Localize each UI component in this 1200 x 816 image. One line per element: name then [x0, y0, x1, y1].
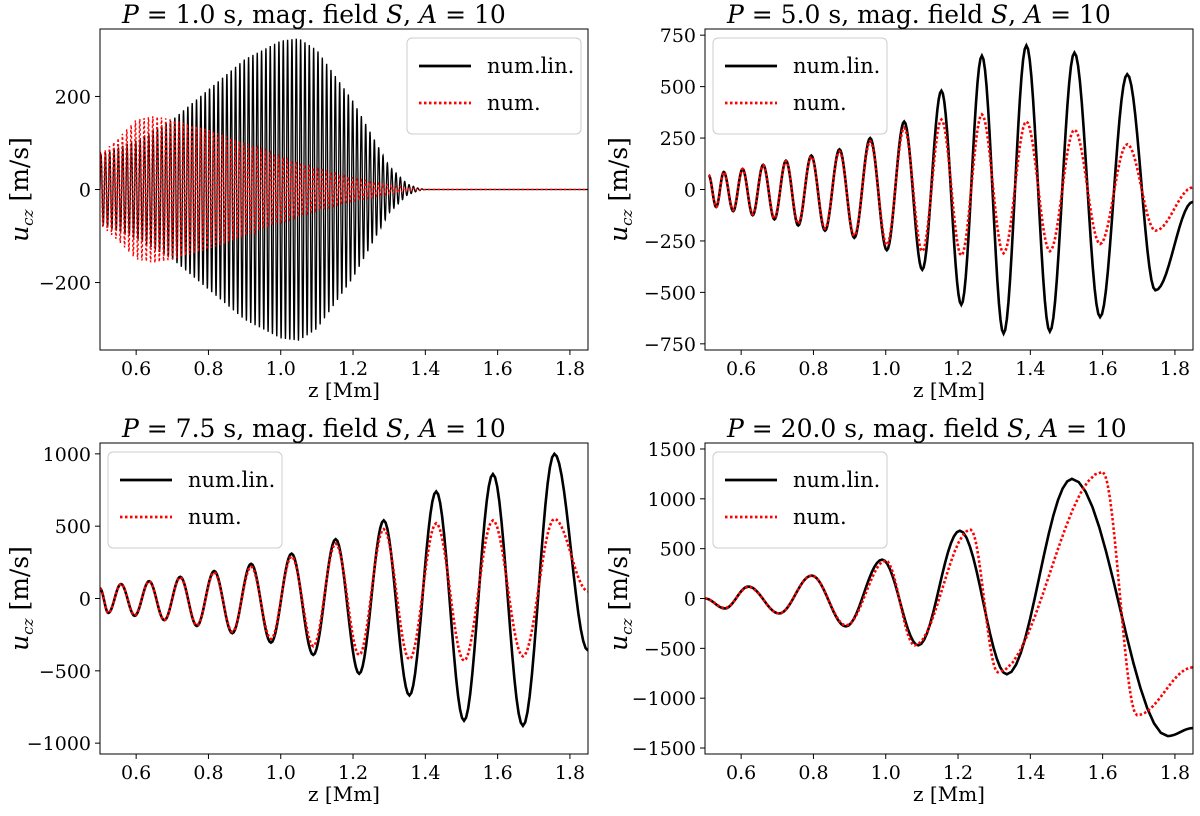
x-tick-label: 1.4 — [1015, 358, 1045, 380]
x-tick-label: 0.8 — [193, 762, 223, 784]
series-line-num-lin — [707, 42, 1193, 337]
legend-label-num: num. — [793, 505, 847, 529]
x-tick-label: 1.0 — [266, 762, 296, 784]
chart-panel-1: 0.6 0.8 1.0 1.2 1.4 1.6 1.8 −200 0 200 z [Mm] ucz [… — [5, 0, 589, 402]
x-tick-label: 1.2 — [943, 358, 973, 380]
legend-label-num-lin: num.lin. — [793, 54, 880, 78]
chart-panel-4: 0.6 0.8 1.0 1.2 1.4 1.6 1.8 −1500 −1000 −500 0 500 1… — [604, 414, 1194, 806]
y-axis-label: ucz [m/s] — [604, 546, 636, 651]
x-tick-label: 1.8 — [1160, 358, 1190, 380]
y-axis-label: ucz [m/s] — [5, 546, 37, 651]
x-axis-label: z [Mm] — [308, 782, 380, 806]
x-tick-label: 1.6 — [1088, 762, 1118, 784]
legend: num.lin. num. — [406, 37, 582, 135]
x-tick-label: 1.4 — [410, 358, 440, 380]
chart-title: P = 20.0 s, mag. field S, A = 10 — [726, 414, 1127, 443]
x-tick-label: 0.8 — [798, 762, 828, 784]
x-tick-label: 1.2 — [943, 762, 973, 784]
y-tick-label: −500 — [644, 282, 696, 304]
y-tick-label: −500 — [39, 661, 91, 683]
x-axis-label: z [Mm] — [308, 378, 380, 402]
x-tick-label: 1.6 — [1088, 358, 1118, 380]
y-tick-label: −500 — [644, 638, 696, 660]
x-tick-label: 1.0 — [871, 762, 901, 784]
x-tick-label: 0.6 — [121, 358, 151, 380]
x-tick-label: 1.6 — [483, 762, 513, 784]
chart-panel-2: 0.6 0.8 1.0 1.2 1.4 1.6 1.8 −750 −500 −250 0 250 500… — [604, 0, 1194, 402]
y-tick-label: 1500 — [648, 439, 696, 461]
y-tick-label: 250 — [660, 128, 696, 150]
chart-title: P = 5.0 s, mag. field S, A = 10 — [726, 0, 1111, 29]
legend: num.lin. num. — [107, 451, 283, 549]
y-tick-label: −750 — [644, 334, 696, 356]
legend-label-num: num. — [487, 91, 541, 115]
y-tick-label: 500 — [55, 516, 91, 538]
y-tick-label: −1000 — [27, 733, 91, 755]
x-tick-label: 1.8 — [555, 762, 585, 784]
y-tick-label: −1500 — [632, 738, 696, 760]
x-tick-label: 1.4 — [1015, 762, 1045, 784]
y-tick-label: 0 — [684, 589, 696, 611]
legend-label-num: num. — [793, 91, 847, 115]
y-tick-label: 200 — [55, 86, 91, 108]
x-axis-label: z [Mm] — [913, 782, 985, 806]
y-tick-label: 1000 — [43, 444, 91, 466]
y-tick-label: 500 — [660, 77, 696, 99]
legend-label-num-lin: num.lin. — [793, 468, 880, 492]
x-tick-label: 1.8 — [555, 358, 585, 380]
legend-label-num-lin: num.lin. — [487, 54, 574, 78]
x-tick-label: 0.6 — [726, 762, 756, 784]
legend: num.lin. num. — [712, 37, 888, 135]
x-tick-label: 1.8 — [1160, 762, 1190, 784]
x-tick-label: 1.2 — [338, 358, 368, 380]
series-line-num — [100, 116, 588, 263]
series-line-num — [707, 112, 1193, 258]
y-tick-label: 0 — [79, 589, 91, 611]
x-tick-label: 0.8 — [193, 358, 223, 380]
x-axis-label: z [Mm] — [913, 378, 985, 402]
x-tick-label: 1.0 — [871, 358, 901, 380]
y-tick-label: −200 — [39, 273, 91, 295]
x-tick-label: 0.6 — [726, 358, 756, 380]
y-axis-label: ucz [m/s] — [5, 137, 37, 242]
x-tick-label: 1.6 — [483, 358, 513, 380]
x-tick-label: 0.8 — [798, 358, 828, 380]
series-line-num-lin — [100, 38, 588, 341]
y-tick-label: 0 — [79, 180, 91, 202]
chart-title: P = 7.5 s, mag. field S, A = 10 — [121, 414, 506, 443]
legend-box — [712, 451, 888, 549]
legend-box — [712, 37, 888, 135]
legend-box — [107, 451, 283, 549]
chart-panel-3: 0.6 0.8 1.0 1.2 1.4 1.6 1.8 −1000 −500 0 500 1000 z … — [5, 414, 589, 806]
legend-label-num-lin: num.lin. — [188, 468, 275, 492]
legend-box — [406, 37, 582, 135]
x-tick-label: 1.0 — [266, 358, 296, 380]
chart-title: P = 1.0 s, mag. field S, A = 10 — [121, 0, 506, 29]
y-tick-label: 500 — [660, 539, 696, 561]
legend: num.lin. num. — [712, 451, 888, 549]
y-tick-label: 750 — [660, 25, 696, 47]
y-tick-label: 1000 — [648, 489, 696, 511]
x-tick-label: 1.2 — [338, 762, 368, 784]
y-axis-label: ucz [m/s] — [604, 137, 636, 242]
legend-label-num: num. — [188, 505, 242, 529]
series-line-num — [100, 517, 588, 663]
y-tick-label: −250 — [644, 231, 696, 253]
series-line-num-lin — [705, 477, 1193, 738]
x-tick-label: 0.6 — [121, 762, 151, 784]
y-tick-label: −1000 — [632, 688, 696, 710]
x-tick-label: 1.4 — [410, 762, 440, 784]
y-tick-label: 0 — [684, 180, 696, 202]
